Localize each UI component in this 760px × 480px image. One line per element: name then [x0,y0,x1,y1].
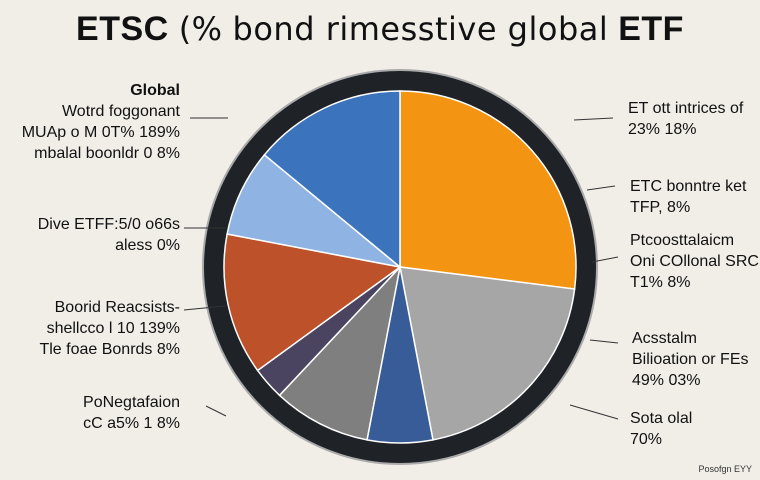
pie-slice-8 [263,90,401,269]
leader-line-9 [569,404,619,420]
pie-slice-4 [278,264,402,441]
label-right-ptcoost: Ptcoosttalaicm Oni COllonal SRC T1% 8% [630,232,759,291]
leader-line-4 [205,405,227,417]
pie-slice-2 [399,266,576,441]
label-left-dive-etf: Dive ETFF:5/0 o66s aless 0% [37,216,180,254]
leader-line-6 [586,185,616,191]
credit-text: Posofgn EYY [698,464,752,474]
title-part-2: (% [178,10,223,48]
leader-line-7 [591,256,619,263]
title-part-4: ETF [618,10,684,48]
label-right-et-ott: ET ott intrices of 23% 18% [628,100,744,138]
leader-line-5 [573,117,614,121]
pie-slice-1 [399,90,577,290]
title-part-3: bond rimesstive global [232,10,609,48]
pie-slice-6 [223,233,402,372]
leader-line-8 [589,339,619,344]
label-left-boorid: Boorid Reacsists- shellcco l 10 139% Tle… [39,299,180,358]
label-left-global: Global Wotrd foggonant MUAp o M 0T% 189%… [21,82,180,162]
pie-slices [223,90,577,444]
chart-title: ETSC (% bond rimesstive global ETF [0,10,760,49]
pie-slice-7 [226,153,401,268]
leader-lines [183,117,619,420]
label-left-ponegtafaion: PoNegtafaion cC a5% 1 8% [83,394,180,432]
label-right-etc-bonntre: ETC bonntre ket TFP, 8% [630,178,747,216]
leader-line-3 [183,305,226,311]
label-right-sota-olal: Sota olal 70% [630,410,693,448]
title-part-1: ETSC [76,10,169,48]
label-right-acsstalm: Acsstalm Bilioation or FEs 49% 03% [632,330,749,389]
